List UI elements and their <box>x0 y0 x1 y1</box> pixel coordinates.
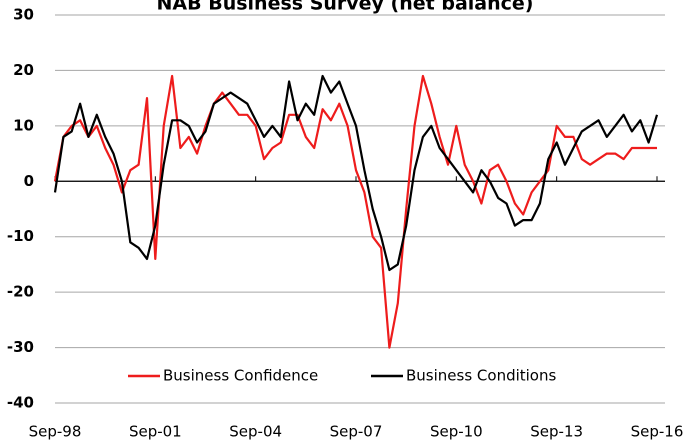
x-tick-label: Sep-13 <box>530 423 583 441</box>
legend-label: Business Conditions <box>406 367 556 385</box>
y-tick-label: -10 <box>7 227 34 245</box>
y-tick-label: -40 <box>7 394 34 412</box>
x-tick-label: Sep-10 <box>430 423 483 441</box>
x-tick-label: Sep-16 <box>631 423 684 441</box>
x-tick-label: Sep-04 <box>229 423 282 441</box>
y-tick-label: 30 <box>13 6 34 24</box>
x-tick-label: Sep-98 <box>29 423 82 441</box>
y-tick-label: 0 <box>24 172 34 190</box>
chart-title: NAB Business Survey (net balance) <box>157 0 534 15</box>
x-tick-label: Sep-01 <box>129 423 182 441</box>
series-line <box>53 74 659 272</box>
series-line <box>53 74 657 349</box>
x-tick-label: Sep-07 <box>330 423 383 441</box>
y-tick-label: -20 <box>7 283 34 301</box>
y-tick-label: 10 <box>13 116 34 134</box>
y-tick-label: 20 <box>13 61 34 79</box>
legend-label: Business Confidence <box>163 367 318 385</box>
y-tick-label: -30 <box>7 338 34 356</box>
